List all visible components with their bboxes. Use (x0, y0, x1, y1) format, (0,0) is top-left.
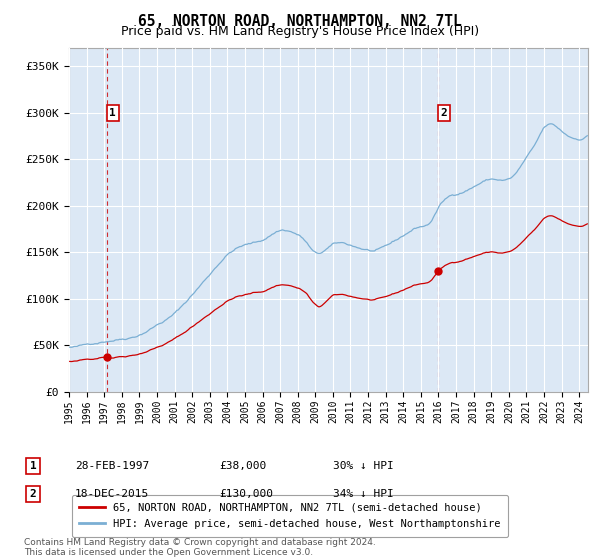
Text: £38,000: £38,000 (219, 461, 266, 471)
Text: 1: 1 (29, 461, 37, 471)
Text: 2: 2 (29, 489, 37, 499)
Text: £130,000: £130,000 (219, 489, 273, 499)
Text: 2: 2 (440, 108, 447, 118)
Text: Contains HM Land Registry data © Crown copyright and database right 2024.
This d: Contains HM Land Registry data © Crown c… (24, 538, 376, 557)
Legend: 65, NORTON ROAD, NORTHAMPTON, NN2 7TL (semi-detached house), HPI: Average price,: 65, NORTON ROAD, NORTHAMPTON, NN2 7TL (s… (71, 496, 508, 536)
Text: 34% ↓ HPI: 34% ↓ HPI (333, 489, 394, 499)
Text: 65, NORTON ROAD, NORTHAMPTON, NN2 7TL: 65, NORTON ROAD, NORTHAMPTON, NN2 7TL (138, 14, 462, 29)
Text: Price paid vs. HM Land Registry's House Price Index (HPI): Price paid vs. HM Land Registry's House … (121, 25, 479, 38)
Text: 28-FEB-1997: 28-FEB-1997 (75, 461, 149, 471)
Text: 30% ↓ HPI: 30% ↓ HPI (333, 461, 394, 471)
Text: 18-DEC-2015: 18-DEC-2015 (75, 489, 149, 499)
Text: 1: 1 (109, 108, 116, 118)
